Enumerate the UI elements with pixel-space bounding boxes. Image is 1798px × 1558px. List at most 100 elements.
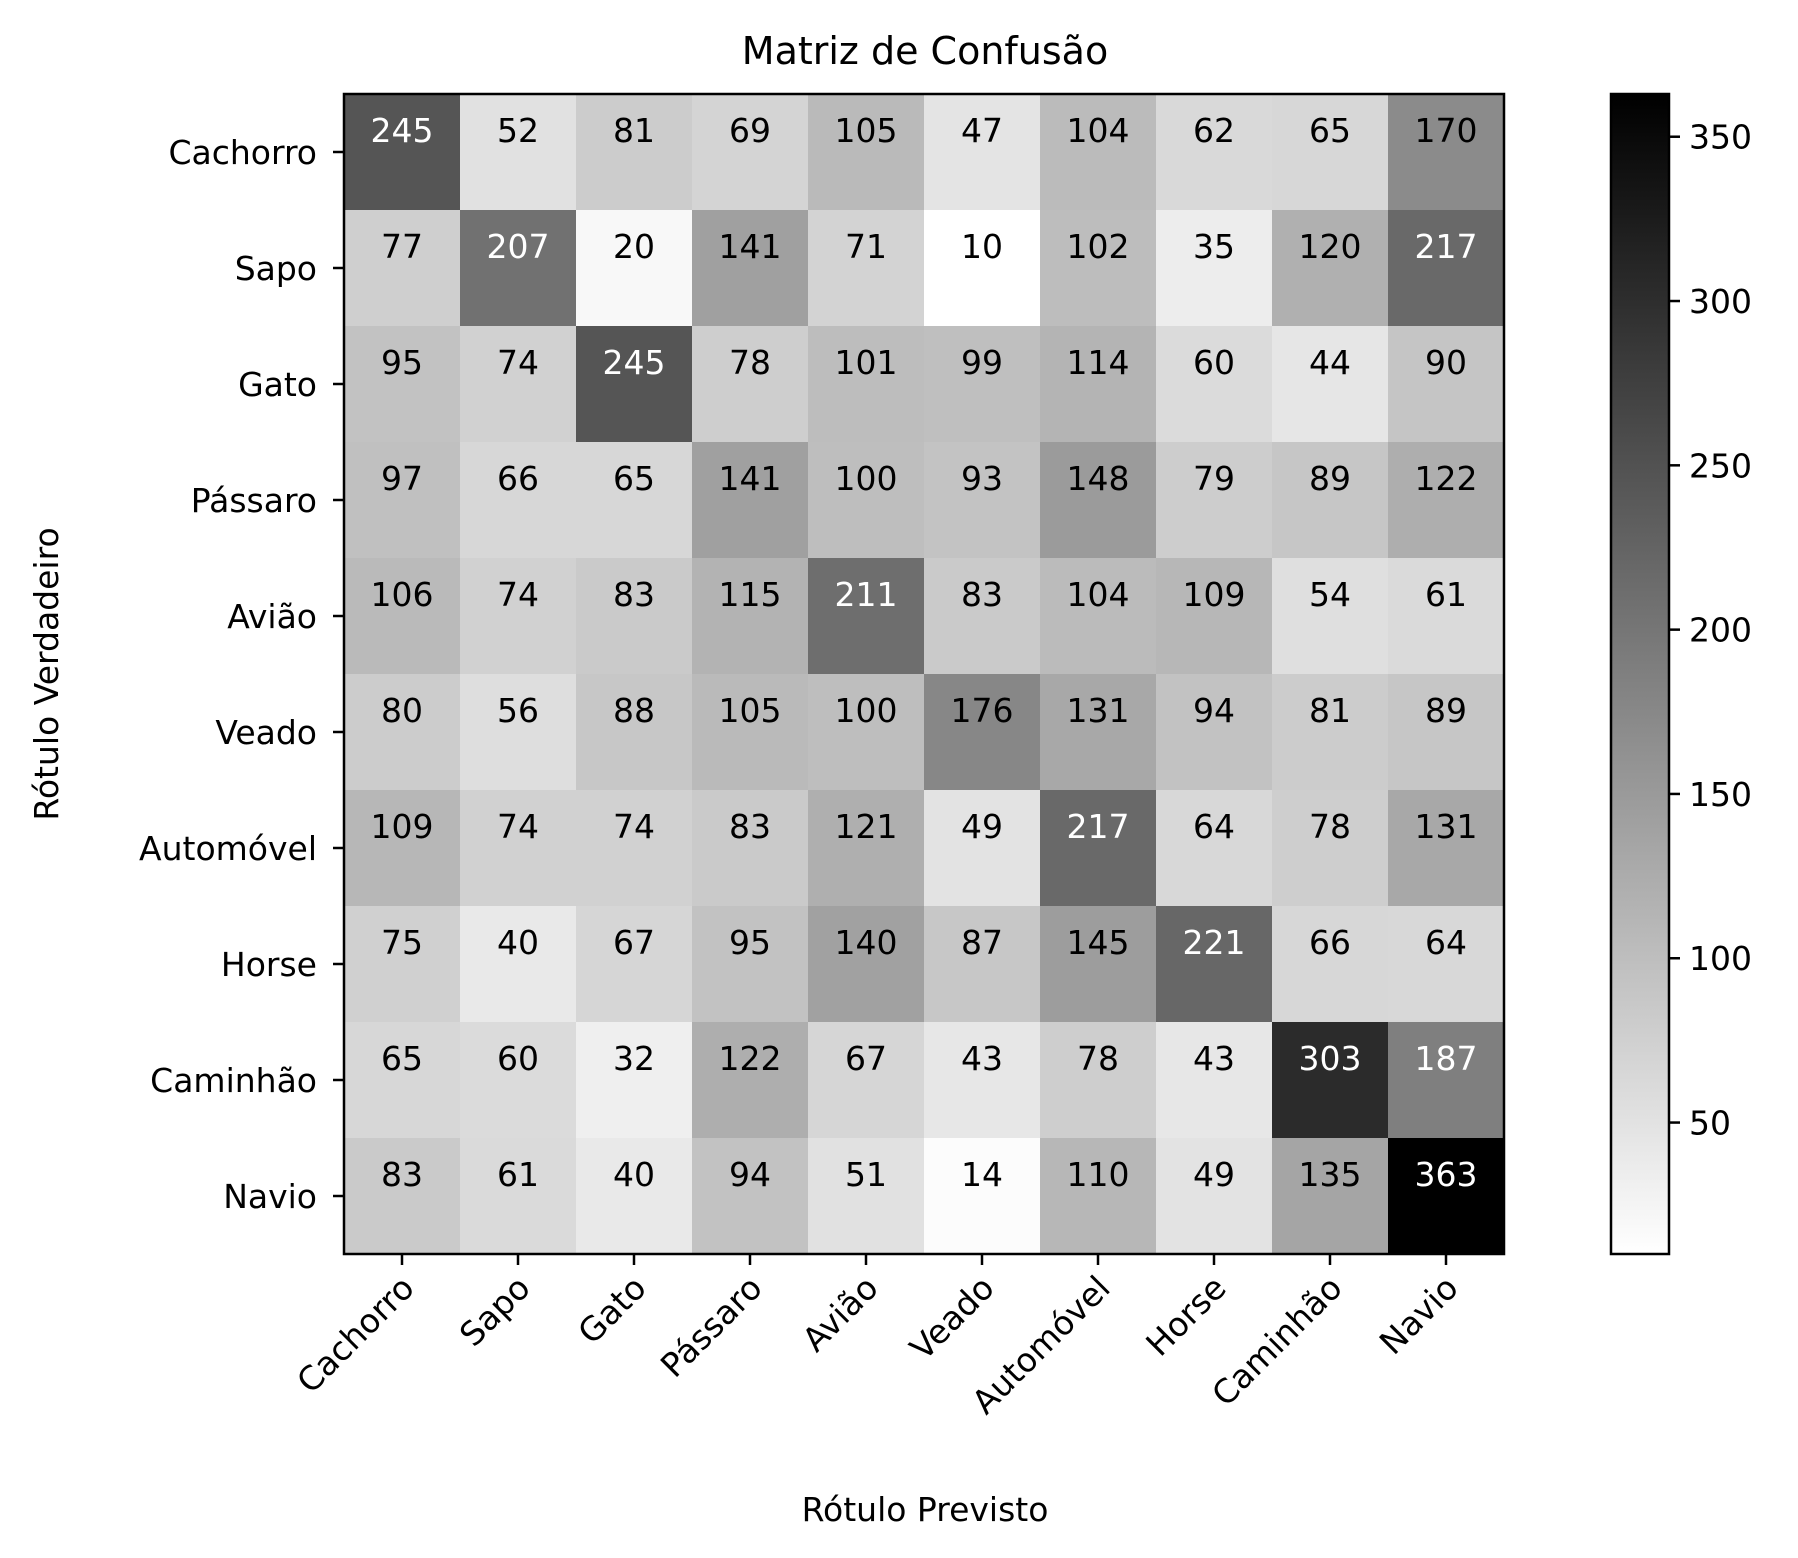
heatmap-cell: [692, 210, 809, 327]
heatmap-cell: [460, 1022, 577, 1139]
cell-value-label: 170: [1415, 111, 1478, 150]
cell-value-label: 78: [729, 343, 771, 382]
heatmap-cell: [576, 1138, 693, 1255]
heatmap-cell: [1156, 94, 1273, 211]
cell-value-label: 94: [1193, 691, 1235, 730]
cell-value-label: 90: [1425, 343, 1467, 382]
cell-value-label: 211: [835, 575, 898, 614]
cell-value-label: 51: [845, 1155, 887, 1194]
cell-value-label: 74: [497, 575, 539, 614]
x-axis-title: Rótulo Previsto: [802, 1490, 1049, 1529]
cell-value-label: 221: [1183, 923, 1246, 962]
cell-value-label: 60: [1193, 343, 1235, 382]
y-tick-label: Caminhão: [150, 1061, 317, 1100]
cell-value-label: 66: [497, 459, 539, 498]
cell-value-label: 101: [835, 343, 898, 382]
cell-value-label: 104: [1067, 111, 1130, 150]
chart-title: Matriz de Confusão: [742, 29, 1108, 73]
heatmap-cell: [692, 94, 809, 211]
cell-value-label: 141: [719, 459, 782, 498]
cell-value-label: 83: [729, 807, 771, 846]
cell-value-label: 140: [835, 923, 898, 962]
heatmap-cell: [924, 210, 1041, 327]
heatmap-cell: [344, 94, 461, 211]
x-tick-label: Pássaro: [653, 1268, 770, 1385]
cell-value-label: 40: [497, 923, 539, 962]
cell-value-label: 145: [1067, 923, 1130, 962]
heatmap-cell: [1040, 558, 1157, 675]
heatmap-cell: [808, 210, 925, 327]
heatmap-cell: [576, 1022, 693, 1139]
cell-value-label: 62: [1193, 111, 1235, 150]
cell-value-label: 83: [381, 1155, 423, 1194]
cell-value-label: 60: [497, 1039, 539, 1078]
heatmap-cell: [576, 442, 693, 559]
heatmap-cell: [1272, 442, 1389, 559]
heatmap-cell: [924, 906, 1041, 1023]
heatmap-cell: [344, 210, 461, 327]
heatmap-cell: [1272, 906, 1389, 1023]
cell-value-label: 122: [719, 1039, 782, 1078]
cell-value-label: 131: [1415, 807, 1478, 846]
y-tick-label: Horse: [221, 945, 317, 984]
cell-value-label: 54: [1309, 575, 1351, 614]
y-tick-label: Pássaro: [191, 481, 317, 520]
heatmap-cell: [344, 906, 461, 1023]
cell-value-label: 97: [381, 459, 423, 498]
cell-value-label: 114: [1067, 343, 1130, 382]
heatmap-cell: [1040, 210, 1157, 327]
cell-value-label: 95: [729, 923, 771, 962]
heatmap-cell: [1156, 442, 1273, 559]
cell-value-label: 44: [1309, 343, 1351, 382]
y-tick-label: Sapo: [235, 249, 317, 288]
cell-value-label: 81: [613, 111, 655, 150]
cell-value-label: 176: [951, 691, 1014, 730]
cell-value-label: 89: [1425, 691, 1467, 730]
heatmap-cell: [692, 558, 809, 675]
heatmap-cell: [1388, 1022, 1505, 1139]
cell-value-label: 105: [835, 111, 898, 150]
heatmap-cell: [692, 1138, 809, 1255]
heatmap-cell: [1272, 558, 1389, 675]
colorbar-ticks: 50 100 150 200 250 300 350: [1669, 118, 1752, 1143]
x-tick-label: Horse: [1138, 1268, 1234, 1364]
cell-value-label: 100: [835, 691, 898, 730]
heatmap-cell: [808, 674, 925, 791]
cell-value-label: 83: [961, 575, 1003, 614]
cell-value-label: 71: [845, 227, 887, 266]
cell-value-label: 74: [497, 807, 539, 846]
heatmap-cell: [576, 558, 693, 675]
heatmap-cell: [692, 1022, 809, 1139]
cell-value-label: 14: [961, 1155, 1003, 1194]
heatmap-cell: [924, 94, 1041, 211]
cell-value-label: 69: [729, 111, 771, 150]
heatmap-cell: [1388, 442, 1505, 559]
cell-value-label: 78: [1077, 1039, 1119, 1078]
heatmap-cell: [344, 326, 461, 443]
cell-value-label: 10: [961, 227, 1003, 266]
y-axis-title: Rótulo Verdadeiro: [27, 527, 66, 820]
colorbar-tick-label: 200: [1689, 611, 1752, 650]
x-tick-label: Veado: [902, 1268, 1001, 1367]
colorbar-tick-label: 250: [1689, 446, 1752, 485]
heatmap-cell: [344, 1022, 461, 1139]
cell-value-label: 65: [613, 459, 655, 498]
heatmap-cell: [1272, 790, 1389, 907]
cell-value-label: 93: [961, 459, 1003, 498]
heatmap-cell: [808, 442, 925, 559]
heatmap-cell: [460, 1138, 577, 1255]
x-axis: Cachorro Sapo Gato Pássaro Avião VeadoAutomóv…: [289, 1254, 1466, 1421]
y-axis: Cachorro Sapo Gato Pássaro Avião Veado Automóv…: [139, 133, 344, 1216]
cell-value-label: 104: [1067, 575, 1130, 614]
heatmap-cell: [924, 326, 1041, 443]
heatmap-cell: [1040, 442, 1157, 559]
cell-value-label: 245: [371, 111, 434, 150]
heatmap-cell: [1388, 94, 1505, 211]
heatmap-cell: [460, 674, 577, 791]
cell-value-label: 61: [497, 1155, 539, 1194]
heatmap-cell: [1388, 1138, 1505, 1255]
heatmap-cell: [1388, 790, 1505, 907]
heatmap-cell: [808, 558, 925, 675]
heatmap-cell: [1156, 790, 1273, 907]
